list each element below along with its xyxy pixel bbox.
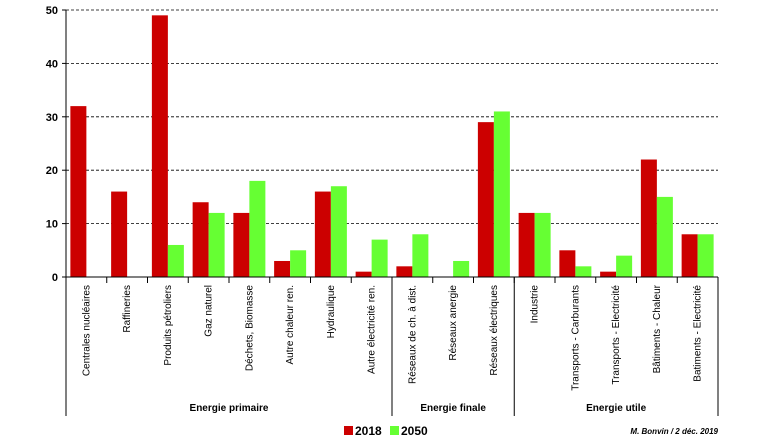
x-category-label: Transports - Electricité: [611, 285, 622, 385]
bar-2018: [518, 212, 535, 277]
bar-2050: [290, 250, 307, 277]
bar-2018: [477, 122, 494, 277]
x-category-label: Transports - Carburants: [570, 285, 581, 391]
group-label: Energie finale: [420, 403, 486, 414]
bar-2018: [640, 159, 657, 277]
bar-2018: [681, 234, 698, 277]
x-category-label: Centrales nucléaires: [81, 285, 92, 376]
x-category-label: Gaz naturel: [204, 285, 215, 337]
bar-2018: [274, 260, 291, 277]
bar-2050: [453, 260, 470, 277]
x-category-label: Produits pétroliers: [163, 285, 174, 366]
y-tick-label: 40: [46, 58, 58, 70]
bar-2018: [600, 271, 617, 277]
group-label: Energie utile: [586, 403, 646, 414]
y-tick-labels: 0 10 20 30 40 50: [46, 5, 58, 284]
x-category-label: Déchets, Biomasse: [244, 285, 255, 372]
x-category-label: Réseaux anergie: [448, 285, 459, 361]
bar-2018: [314, 191, 331, 277]
bar-2018: [355, 271, 372, 277]
y-tick-label: 0: [52, 272, 58, 284]
bar-2050: [534, 212, 551, 277]
x-category-label: Raffineries: [122, 285, 133, 333]
x-category-label: Réseaux électriques: [489, 285, 500, 376]
bar-2050: [249, 180, 266, 277]
bar-2050: [412, 234, 429, 277]
x-category-label: Bâtiments - Chaleur: [652, 284, 663, 373]
legend-swatch-2050: [390, 426, 399, 435]
bar-2018: [70, 106, 87, 278]
x-category-label: Autre chaleur ren.: [285, 285, 296, 365]
axes: [62, 9, 719, 416]
legend-label-2018: 2018: [355, 424, 382, 438]
bar-2050: [493, 111, 510, 278]
bar-2018: [396, 266, 413, 277]
credit-text: M. Bonvin / 2 déc. 2019: [630, 427, 718, 436]
x-category-label: Hydraulique: [326, 285, 337, 339]
y-tick-label: 20: [46, 165, 58, 177]
bar-2050: [208, 212, 225, 277]
x-category-label: Autre électricité ren.: [367, 285, 378, 374]
bars: [70, 15, 714, 278]
bar-2050: [167, 244, 184, 277]
legend-label-2050: 2050: [401, 424, 428, 438]
x-category-label: Réseaux de ch. à dist.: [407, 285, 418, 384]
x-category-label: Industrie: [530, 285, 541, 324]
bar-2018: [192, 202, 209, 277]
y-tick-label: 50: [46, 5, 58, 17]
y-tick-label: 10: [46, 219, 58, 231]
bar-2018: [111, 191, 128, 277]
group-label: Energie primaire: [190, 403, 269, 414]
x-category-labels: Centrales nucléaires Raffineries Produits …: [81, 284, 703, 390]
bar-2050: [656, 196, 673, 277]
y-tick-label: 30: [46, 112, 58, 124]
bar-2018: [233, 212, 250, 277]
bar-2050: [371, 239, 388, 277]
group-labels: Energie primaire Energie finale Energie ut…: [190, 403, 647, 414]
bar-2050: [697, 234, 714, 277]
bar-2018: [559, 250, 576, 277]
legend-swatch-2018: [344, 426, 353, 435]
bar-2018: [151, 15, 168, 278]
grid-lines: [66, 9, 718, 225]
legend: 2018 2050: [344, 424, 428, 438]
bar-2050: [575, 266, 592, 277]
bar-2050: [330, 186, 347, 277]
bar-2050: [616, 255, 633, 277]
x-category-label: Batiments - Electricité: [693, 285, 704, 382]
